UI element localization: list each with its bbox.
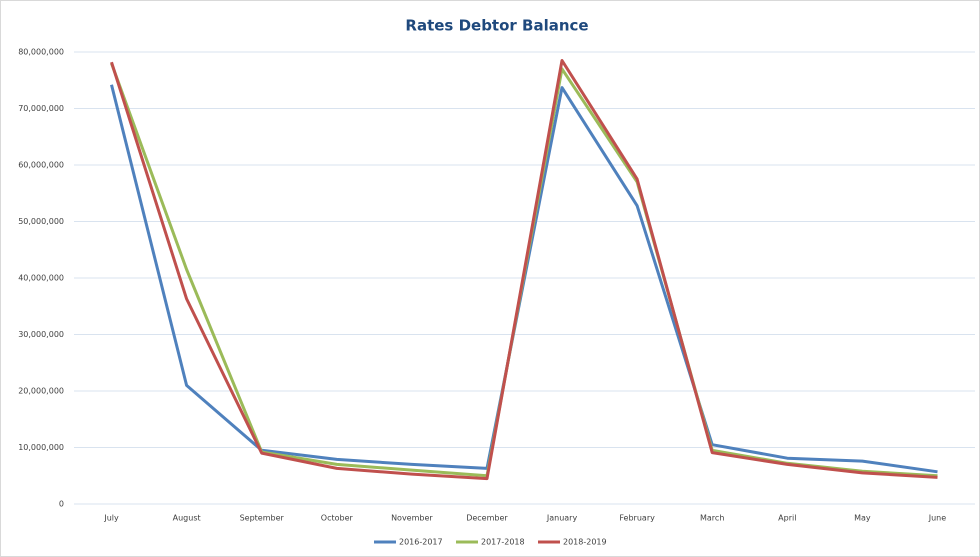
- y-tick-label: 20,000,000: [18, 387, 64, 396]
- x-tick-label: November: [391, 514, 433, 523]
- y-tick-label: 60,000,000: [18, 161, 64, 170]
- series-line: [110, 59, 938, 481]
- legend-label: 2017-2018: [481, 538, 525, 547]
- y-tick-label: 10,000,000: [18, 443, 64, 452]
- chart-title: Rates Debtor Balance: [405, 17, 588, 35]
- x-tick-label: April: [778, 514, 796, 523]
- x-tick-label: July: [103, 514, 119, 523]
- y-tick-label: 50,000,000: [18, 217, 64, 226]
- y-tick-label: 30,000,000: [18, 330, 64, 339]
- x-tick-label: February: [619, 514, 655, 523]
- y-tick-label: 0: [59, 500, 64, 509]
- x-tick-label: March: [700, 514, 724, 523]
- x-tick-label: December: [466, 514, 508, 523]
- x-tick-label: June: [928, 514, 947, 523]
- legend-label: 2018-2019: [563, 538, 607, 547]
- y-tick-label: 40,000,000: [18, 274, 64, 283]
- legend-label: 2016-2017: [399, 538, 443, 547]
- x-tick-label: September: [240, 514, 285, 523]
- y-tick-label: 70,000,000: [18, 104, 64, 113]
- x-tick-label: October: [321, 514, 354, 523]
- x-tick-label: May: [854, 514, 871, 523]
- y-tick-label: 80,000,000: [18, 48, 64, 57]
- x-tick-label: August: [173, 514, 201, 523]
- x-tick-label: January: [546, 514, 578, 523]
